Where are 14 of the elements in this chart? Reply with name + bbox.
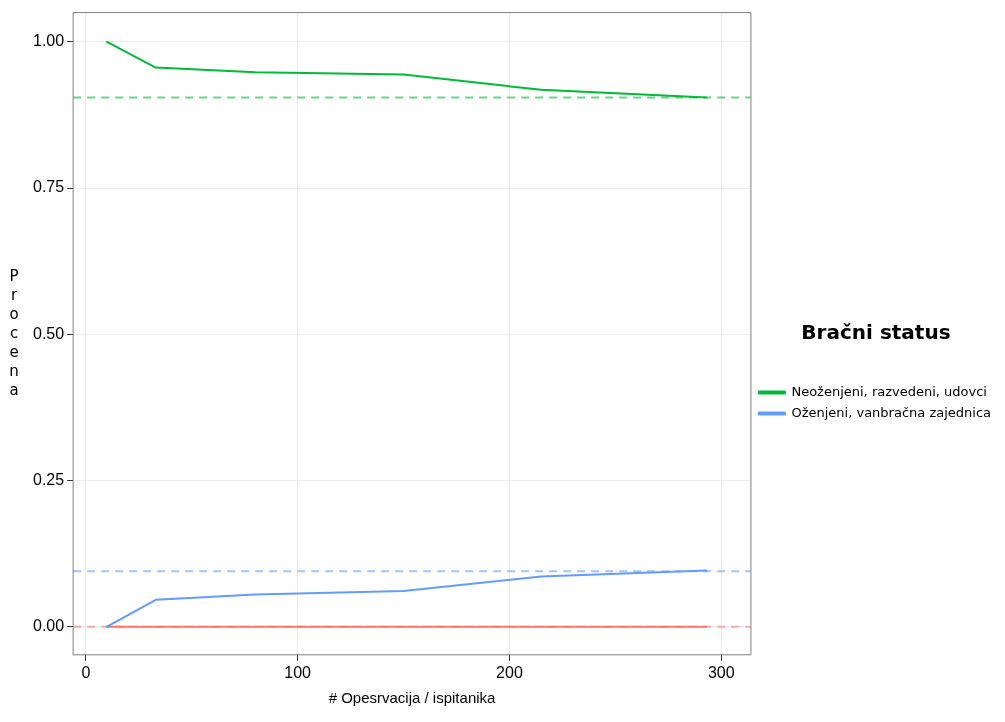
legend-title: Bračni status — [801, 320, 951, 345]
x-axis-title: # Opesrvacija / ispitanika — [328, 689, 497, 707]
x-tick-label: 200 — [496, 663, 523, 681]
legend-label: Oženjeni, vanbračna zajednica — [791, 404, 992, 420]
x-tick-label: 100 — [284, 663, 312, 681]
y-tick-label: 0.25 — [33, 470, 65, 488]
y-axis-title: Procena — [9, 266, 19, 399]
y-tick-label: 0.50 — [33, 324, 65, 342]
x-tick-label: 300 — [707, 663, 735, 681]
y-tick-label: 0.75 — [33, 178, 65, 196]
legend-label: Neoženjeni, razvedeni, udovci — [791, 383, 987, 399]
y-tick-label: 1.00 — [33, 32, 65, 50]
x-tick-label: 0 — [81, 663, 91, 681]
y-tick-label: 0.00 — [33, 617, 65, 635]
